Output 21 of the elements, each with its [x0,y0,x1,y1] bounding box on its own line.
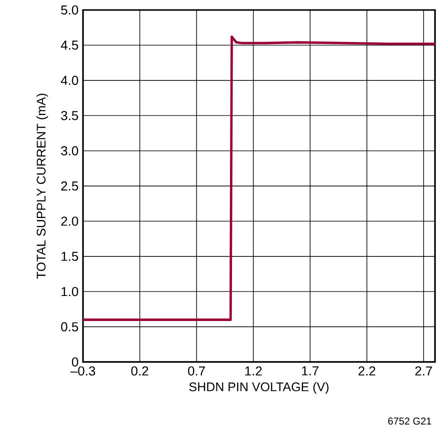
y-tick-label: 0 [72,357,78,367]
y-axis-title: TOTAL SUPPLY CURRENT (mA) [36,94,48,279]
y-tick-label: 1.5 [62,252,78,261]
y-tick-label: 4.0 [60,76,78,85]
x-tick-label: 2.2 [358,366,376,376]
y-tick-label: 0.5 [61,322,78,332]
x-tick-label: 0.2 [131,366,148,376]
y-tick-label: 3.5 [61,110,78,120]
y-tick-label: 1.0 [62,286,78,296]
x-axis-title: SHDN PIN VOLTAGE (V) [189,382,328,394]
y-tick-label: 3.0 [61,146,78,156]
text: 6752 G21 [388,418,432,425]
x-tick-label: 1.2 [245,366,262,376]
x-tick-label: 2.7 [415,366,432,376]
y-tick-label: 5.0 [61,5,78,15]
y-tick-label: 2.5 [61,181,78,191]
x-tick-label: 0.7 [188,366,205,376]
y-tick-label: 4.5 [60,40,78,50]
x-tick-label: 1.7 [302,366,318,376]
x-tick-label: –0.3 [70,366,96,376]
y-tick-label: 2.0 [61,216,78,226]
